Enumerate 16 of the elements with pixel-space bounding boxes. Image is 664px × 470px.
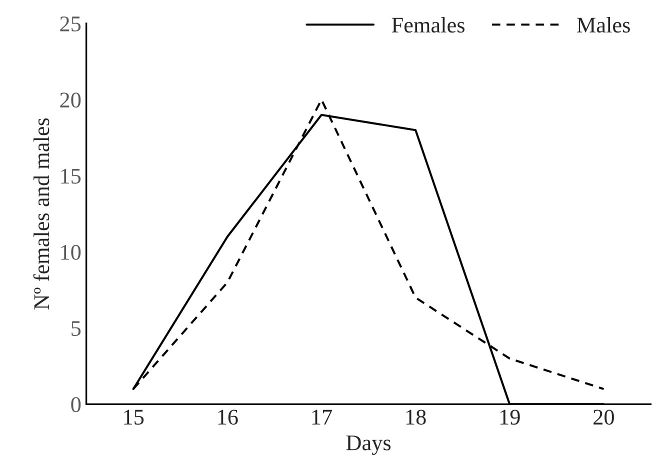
x-tick-label: 15	[124, 410, 144, 425]
y-tick-label: 10	[61, 244, 81, 260]
y-tick-label: 25	[60, 16, 81, 32]
y-axis-title: Nº females and males	[33, 118, 50, 310]
y-tick-label: 20	[60, 92, 81, 108]
x-axis-title: Days	[346, 436, 391, 455]
x-tick-label: 19	[500, 410, 520, 425]
y-tick-label: 5	[72, 321, 81, 336]
x-tick-label: 20	[594, 410, 614, 425]
x-tick-label: 18	[406, 410, 426, 425]
legend-label: Males	[577, 16, 630, 33]
x-tick-label: 17	[312, 410, 332, 424]
legend-label: Females	[392, 16, 464, 33]
x-tick-label: 16	[218, 410, 238, 425]
y-tick-label: 0	[71, 397, 81, 412]
y-tick-label: 15	[61, 168, 81, 184]
